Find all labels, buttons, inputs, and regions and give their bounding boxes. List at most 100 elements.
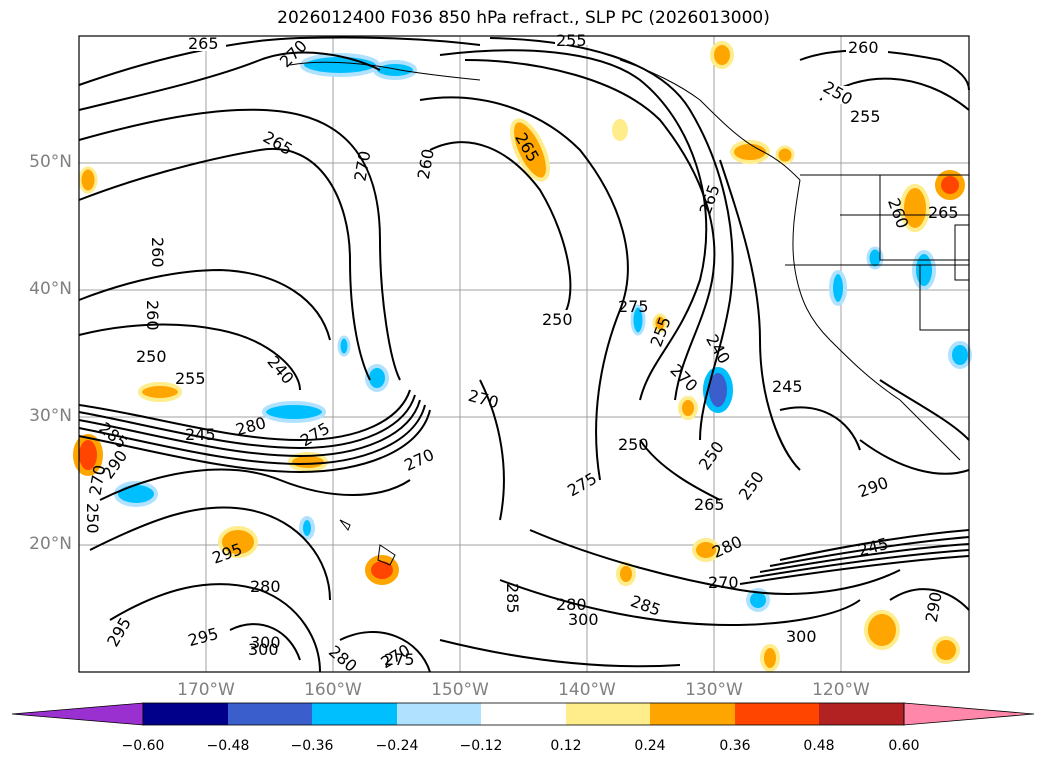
isoline xyxy=(78,108,401,381)
island-hawaii xyxy=(377,544,396,566)
contour-label: 270 xyxy=(708,573,739,592)
colorbar-bin xyxy=(650,703,735,725)
contour-label: 260 xyxy=(143,300,162,331)
contour-label: 245 xyxy=(772,377,803,396)
isoline xyxy=(499,579,861,627)
coastline-alaska xyxy=(289,61,481,81)
lon-label: 120°W xyxy=(812,680,870,700)
patch-orange xyxy=(932,636,960,664)
isoline xyxy=(78,409,431,474)
lat-label: 20°N xyxy=(29,534,72,554)
patch-orange xyxy=(864,610,900,650)
isoline xyxy=(439,49,708,401)
colorbar-tick-label: −0.24 xyxy=(375,738,419,754)
contour-label: 250 xyxy=(618,435,649,454)
colorbar-extend-low xyxy=(11,702,144,726)
colorbar-tick-label: −0.36 xyxy=(290,738,334,754)
contour-label: 300 xyxy=(786,627,817,646)
isoline xyxy=(779,406,861,451)
patch-orange xyxy=(775,145,795,165)
patch-blue xyxy=(948,341,972,369)
isoline xyxy=(799,49,970,91)
colorbar-tick-label: −0.12 xyxy=(459,738,503,754)
lon-label: 130°W xyxy=(685,680,743,700)
patch-blue xyxy=(866,246,884,270)
colorbar-tick-label: −0.48 xyxy=(206,738,250,754)
patch-blue xyxy=(337,335,351,357)
patch-orange xyxy=(510,118,550,182)
contour-label: 255 xyxy=(850,107,881,126)
patch-orange xyxy=(900,184,930,232)
isoline xyxy=(419,96,629,481)
patch-yellow xyxy=(612,119,628,141)
colorbar-tick-label: −0.60 xyxy=(121,738,165,754)
colorbar-bin xyxy=(397,703,481,725)
isoline xyxy=(78,394,416,450)
patch-blue xyxy=(912,250,936,290)
contour-label: 250 xyxy=(136,347,167,366)
border-state xyxy=(919,265,969,331)
isoline xyxy=(479,379,505,521)
lon-label: 150°W xyxy=(431,680,489,700)
patch-red xyxy=(365,555,399,585)
colorbar-tick-label: 0.48 xyxy=(803,738,835,754)
isoline xyxy=(99,468,411,501)
isoline xyxy=(739,555,970,585)
coastline-alaska-panhandle xyxy=(619,59,801,181)
lat-label: 50°N xyxy=(29,152,72,172)
isoline xyxy=(78,51,381,111)
patch-blue xyxy=(114,481,158,507)
contour-label: 275 xyxy=(384,650,415,669)
patch-orange xyxy=(730,140,770,164)
patch-orange xyxy=(78,166,98,194)
contour-label: 245 xyxy=(185,425,216,444)
contour-label: 255 xyxy=(556,31,587,50)
isoline xyxy=(889,588,970,611)
colorbar-bin xyxy=(566,703,650,725)
patch-blue xyxy=(262,401,326,423)
patch-orange xyxy=(616,562,636,586)
isoline xyxy=(489,37,734,441)
isoline xyxy=(859,439,970,475)
contour-label: 285 xyxy=(503,583,522,614)
isoline xyxy=(78,404,426,466)
contour-label: 280 xyxy=(250,577,281,596)
patch-blue xyxy=(746,588,770,612)
contour-label: 280 xyxy=(556,595,587,614)
contour-label: 255 xyxy=(175,369,206,388)
lon-label: 140°W xyxy=(558,680,616,700)
patch-orange xyxy=(710,41,734,69)
colorbar-bin xyxy=(735,703,819,725)
isoline xyxy=(78,389,411,442)
contour-label: 265 xyxy=(694,495,725,514)
patch-orange xyxy=(218,526,258,558)
contour-label: 275 xyxy=(618,297,649,316)
patch-orange xyxy=(652,313,668,333)
colorbar-tick-label: 0.60 xyxy=(888,738,920,754)
isoline xyxy=(439,639,681,668)
isoline xyxy=(719,159,801,471)
patch-red xyxy=(935,170,965,200)
isoline xyxy=(89,506,331,601)
patch-blue-dark xyxy=(703,367,733,413)
isoline xyxy=(78,147,371,381)
contour-label: 300 xyxy=(568,610,599,629)
isoline xyxy=(749,549,970,579)
map-frame xyxy=(78,35,970,673)
colorbar-bin xyxy=(228,703,312,725)
contour-label: 250 xyxy=(83,503,102,534)
isoline xyxy=(464,59,716,401)
patch-orange xyxy=(760,644,780,672)
patch-blue xyxy=(373,60,417,80)
colorbar xyxy=(11,702,1035,726)
isoline xyxy=(229,623,301,661)
colorbar-tick-label: 0.24 xyxy=(634,738,666,754)
patch-blue xyxy=(829,270,847,306)
lat-label: 40°N xyxy=(29,279,72,299)
colorbar-bin xyxy=(481,703,566,725)
isoline xyxy=(109,583,321,673)
isoline xyxy=(759,543,970,573)
patch-blue xyxy=(299,516,315,540)
shaded-patches xyxy=(73,41,972,672)
isoline xyxy=(339,631,431,673)
